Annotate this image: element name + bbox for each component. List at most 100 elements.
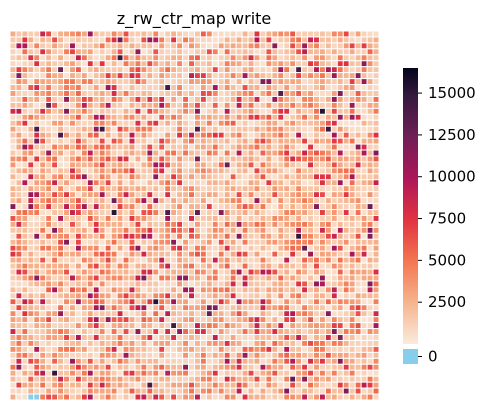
heatmap-cell [307,262,315,270]
heatmap-cell [372,256,380,264]
heatmap-cell [128,101,136,109]
heatmap-cell [176,316,184,324]
heatmap-cell [265,304,273,312]
heatmap-cell [170,48,178,56]
heatmap-cell [324,113,332,121]
heatmap-cell [122,274,130,282]
heatmap-cell [63,107,71,115]
heatmap-cell [253,310,261,318]
heatmap-cell [295,101,303,109]
heatmap-cell [324,48,332,56]
heatmap-cell [271,36,279,44]
heatmap-cell [324,304,332,312]
heatmap-cell [372,232,380,240]
heatmap-cell [74,292,82,300]
heatmap-cell [110,256,118,264]
heatmap-cell [69,84,76,92]
heatmap-cell [211,42,219,50]
heatmap-cell [21,197,29,205]
heatmap-cell [199,351,207,359]
heatmap-cell [92,328,100,336]
heatmap-cell [342,72,350,80]
heatmap-cell [92,30,100,38]
heatmap-cell [241,244,249,252]
heatmap-cell [324,262,332,270]
heatmap-cell [265,179,273,187]
heatmap-cell [247,72,255,80]
heatmap-cell [98,113,106,121]
heatmap-cell [158,54,166,62]
heatmap-cell [235,256,243,264]
heatmap-cell [217,369,225,377]
heatmap-cell [211,90,219,97]
heatmap-cell [366,345,374,353]
heatmap-cell [128,209,136,217]
heatmap-cell [289,316,297,324]
heatmap-cell [74,66,82,74]
heatmap-cell [217,334,225,341]
heatmap-cell [324,209,332,217]
heatmap-cell [271,298,279,306]
heatmap-cell [15,268,23,276]
heatmap-cell [140,197,148,205]
heatmap-cell [69,167,76,175]
heatmap-cell [9,36,17,44]
heatmap-cell [253,268,261,276]
heatmap-cell [205,101,213,109]
heatmap-cell [289,125,297,133]
heatmap-cell [15,179,23,187]
heatmap-cell [146,84,154,92]
heatmap-cell [182,72,190,80]
heatmap-cell [45,209,53,217]
heatmap-cell [235,351,243,359]
heatmap-cell [360,274,368,282]
heatmap-cell [313,357,320,365]
heatmap-cell [134,197,142,205]
heatmap-cell [235,66,243,74]
heatmap-cell [360,286,368,294]
heatmap-cell [241,286,249,294]
heatmap-cell [51,113,59,121]
heatmap-cell [229,185,237,193]
heatmap-cell [342,215,350,222]
heatmap-cell [301,339,309,347]
heatmap-cell [45,95,53,103]
heatmap-cell [51,42,59,50]
heatmap-cell [134,203,142,211]
heatmap-cell [342,173,350,181]
heatmap-cell [45,369,53,377]
heatmap-cell [324,78,332,86]
heatmap-cell [223,66,231,74]
heatmap-cell [92,78,100,86]
heatmap-cell [80,280,88,288]
heatmap-cell [74,381,82,389]
heatmap-cell [27,339,35,347]
heatmap-cell [313,90,320,97]
heatmap-cell [247,345,255,353]
heatmap-cell [15,119,23,127]
heatmap-cell [199,345,207,353]
heatmap-cell [110,137,118,145]
heatmap-cell [211,131,219,139]
heatmap-cell [265,351,273,359]
heatmap-cell [283,84,291,92]
heatmap-cell [295,375,303,383]
heatmap-cell [205,209,213,217]
heatmap-cell [318,90,326,97]
heatmap-cell [342,339,350,347]
heatmap-cell [271,125,279,133]
heatmap-cell [146,345,154,353]
heatmap-cell [348,95,356,103]
heatmap-cell [217,125,225,133]
heatmap-cell [277,42,285,50]
heatmap-cell [110,250,118,258]
heatmap-cell [265,220,273,228]
heatmap-cell [57,101,65,109]
heatmap-cell [313,345,320,353]
heatmap-cell [348,179,356,187]
heatmap-cell [92,161,100,169]
heatmap-cell [259,363,267,371]
heatmap-cell [164,357,172,365]
heatmap-cell [92,238,100,246]
heatmap-cell [27,369,35,377]
